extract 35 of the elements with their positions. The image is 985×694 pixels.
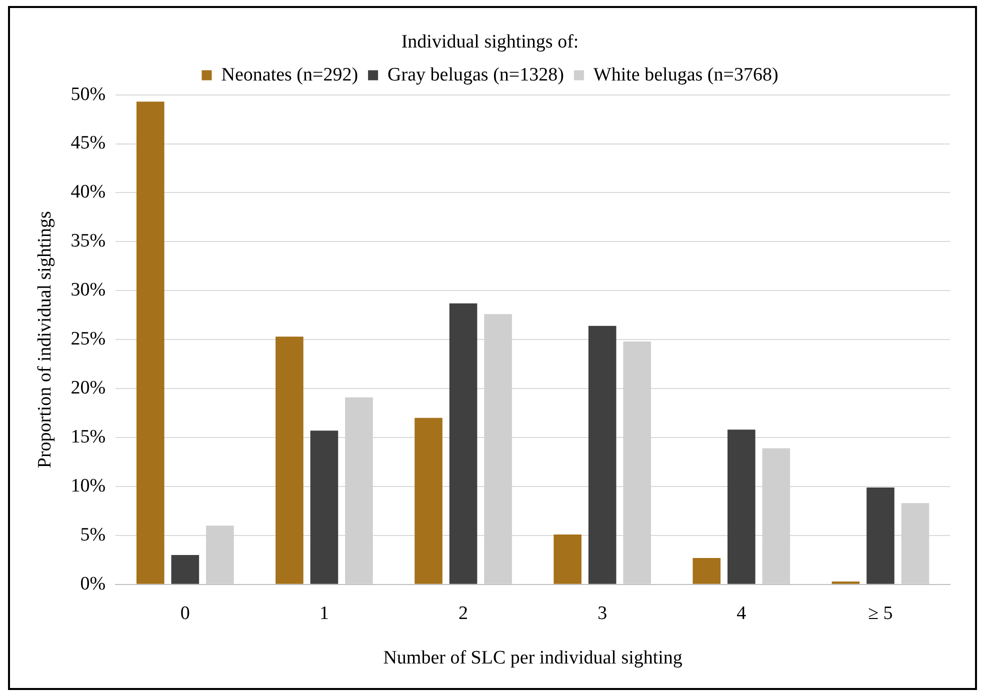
bar — [414, 418, 442, 584]
y-tick-label: 10% — [70, 475, 106, 496]
legend-title: Individual sightings of: — [401, 31, 579, 52]
bar — [276, 336, 304, 584]
bar — [692, 558, 721, 584]
x-tick-label: 2 — [458, 602, 468, 624]
legend-label: Neonates (n=292) — [221, 64, 358, 86]
x-axis-title: Number of SLC per individual sighting — [383, 648, 683, 669]
y-axis-title: Proportion of individual sightings — [34, 211, 56, 468]
y-tick-label: 30% — [70, 280, 106, 301]
bar — [554, 534, 582, 584]
y-tick-label: 20% — [70, 378, 106, 399]
y-tick-label: 35% — [70, 230, 106, 252]
bar — [866, 487, 894, 584]
bar — [588, 326, 616, 584]
x-tick-label: 0 — [180, 602, 190, 624]
bar — [728, 430, 756, 584]
y-tick-label: 0% — [80, 573, 106, 594]
x-tick-label: 1 — [319, 602, 329, 624]
x-tick-label: 3 — [598, 602, 608, 624]
legend-label: Gray belugas (n=1328) — [388, 64, 564, 86]
x-tick-label: ≥ 5 — [868, 602, 893, 624]
y-tick-label: 25% — [70, 328, 106, 350]
bar — [310, 430, 338, 584]
y-tick-label: 15% — [70, 426, 106, 448]
y-tick-label: 45% — [70, 132, 106, 154]
bar — [136, 102, 164, 584]
bar — [171, 555, 200, 584]
x-tick-label: 4 — [736, 602, 747, 624]
y-tick-label: 40% — [70, 182, 106, 203]
y-tick-label: 5% — [80, 524, 106, 546]
bar — [449, 303, 478, 584]
bar — [832, 581, 860, 584]
legend-label: White belugas (n=3768) — [593, 64, 778, 86]
y-tick-label: 50% — [70, 84, 106, 105]
